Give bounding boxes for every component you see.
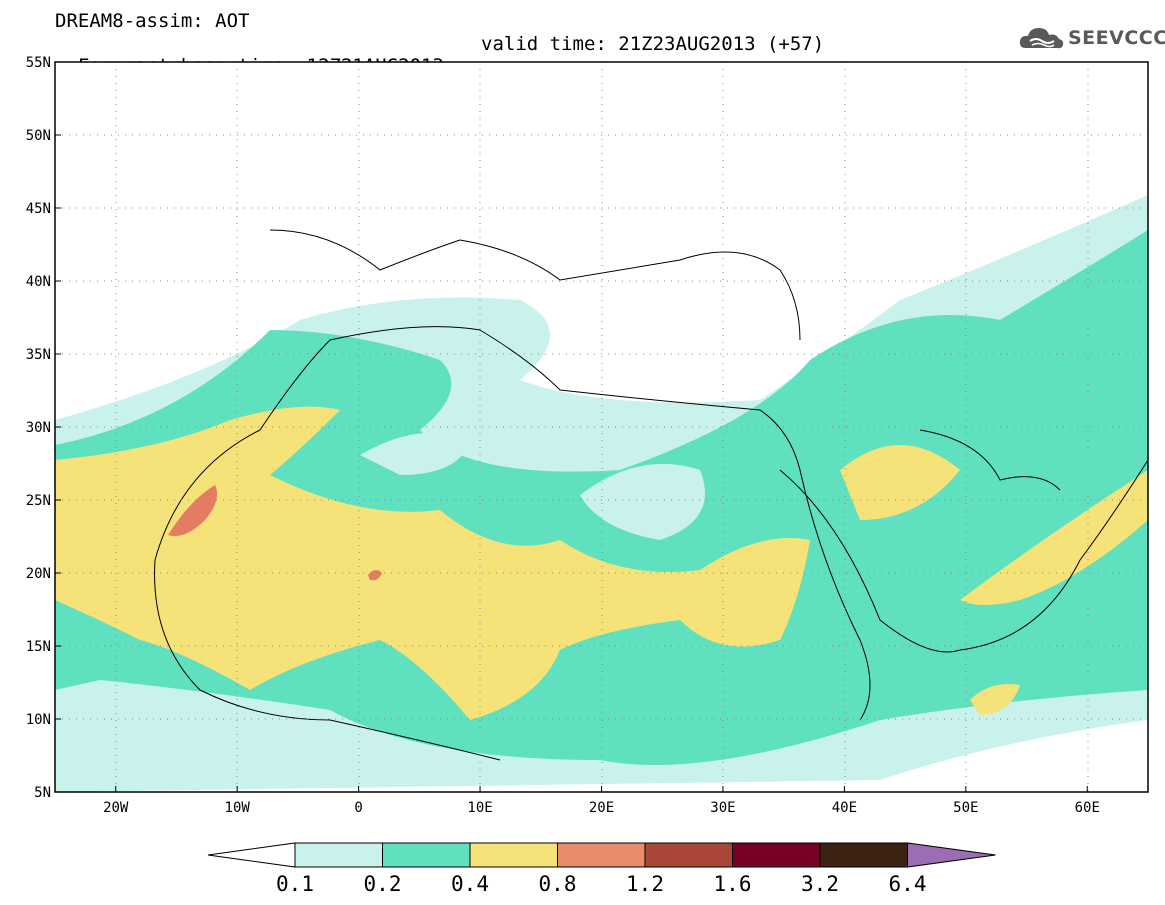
colorbar-label: 0.1 <box>276 872 314 896</box>
colorbar-box <box>732 842 821 868</box>
colorbar-label: 0.2 <box>364 872 402 896</box>
colorbar-label: 1.2 <box>626 872 664 896</box>
map-title: DREAM8-assim: AOT <box>55 10 250 32</box>
colorbar-max-arrow <box>907 842 996 868</box>
cloud-icon <box>1019 28 1064 49</box>
aot-field-0.4-horn <box>970 684 1020 715</box>
colorbar-label: 0.4 <box>451 872 489 896</box>
latitude-labels: 55N 50N 45N 40N 35N 30N 25N 20N 15N 10N 5N <box>26 55 61 801</box>
lon-label: 50E <box>953 800 978 816</box>
lon-label: 0 <box>354 800 362 816</box>
colorbar-box <box>819 842 908 868</box>
lat-label: 20N <box>26 566 51 582</box>
seevccc-logo: SEEVCCC <box>1018 24 1165 54</box>
lat-label: 55N <box>26 55 51 71</box>
lat-label: 50N <box>26 128 51 144</box>
valid-time-text: valid time: 21Z23AUG2013 (+57) <box>481 33 825 55</box>
lat-label: 15N <box>26 639 51 655</box>
coastlines <box>154 229 1148 761</box>
lon-label: 40E <box>832 800 857 816</box>
aot-field-0.4-oman <box>960 470 1148 605</box>
lat-label: 25N <box>26 493 51 509</box>
aot-field-0.8 <box>168 485 218 536</box>
lat-label: 45N <box>26 201 51 217</box>
colorbar-box <box>382 842 471 868</box>
logo-text: SEEVCCC <box>1068 27 1165 49</box>
aot-field-0.4 <box>55 406 810 720</box>
colorbar-label: 3.2 <box>801 872 839 896</box>
lon-label: 30E <box>710 800 735 816</box>
longitude-labels: 20W 10W 0 10E 20E 30E 40E 50E 60E <box>103 786 1100 816</box>
aot-field-0.8-small <box>368 569 382 581</box>
lat-label: 35N <box>26 347 51 363</box>
lat-label: 30N <box>26 420 51 436</box>
colorbar-label: 6.4 <box>889 872 927 896</box>
colorbar-box <box>469 842 558 868</box>
aot-field-0.1-hole-2 <box>360 432 470 475</box>
lat-label: 10N <box>26 712 51 728</box>
colorbar-label: 0.8 <box>539 872 577 896</box>
colorbar-label: 1.6 <box>714 872 752 896</box>
colorbar-box <box>294 842 383 868</box>
lon-label: 10E <box>467 800 492 816</box>
lon-label: 20E <box>589 800 614 816</box>
colorbar-box <box>644 842 733 868</box>
aot-field-0.1-hole <box>580 463 705 540</box>
colorbar-box <box>557 842 646 868</box>
graticule <box>55 62 1148 792</box>
lon-label: 20W <box>103 800 129 816</box>
lat-label: 40N <box>26 274 51 290</box>
lon-label: 60E <box>1075 800 1100 816</box>
lon-label: 10W <box>225 800 251 816</box>
lat-label: 5N <box>34 785 51 801</box>
aot-field-0.4-arabia <box>840 445 960 520</box>
colorbar-min-arrow <box>207 842 296 868</box>
